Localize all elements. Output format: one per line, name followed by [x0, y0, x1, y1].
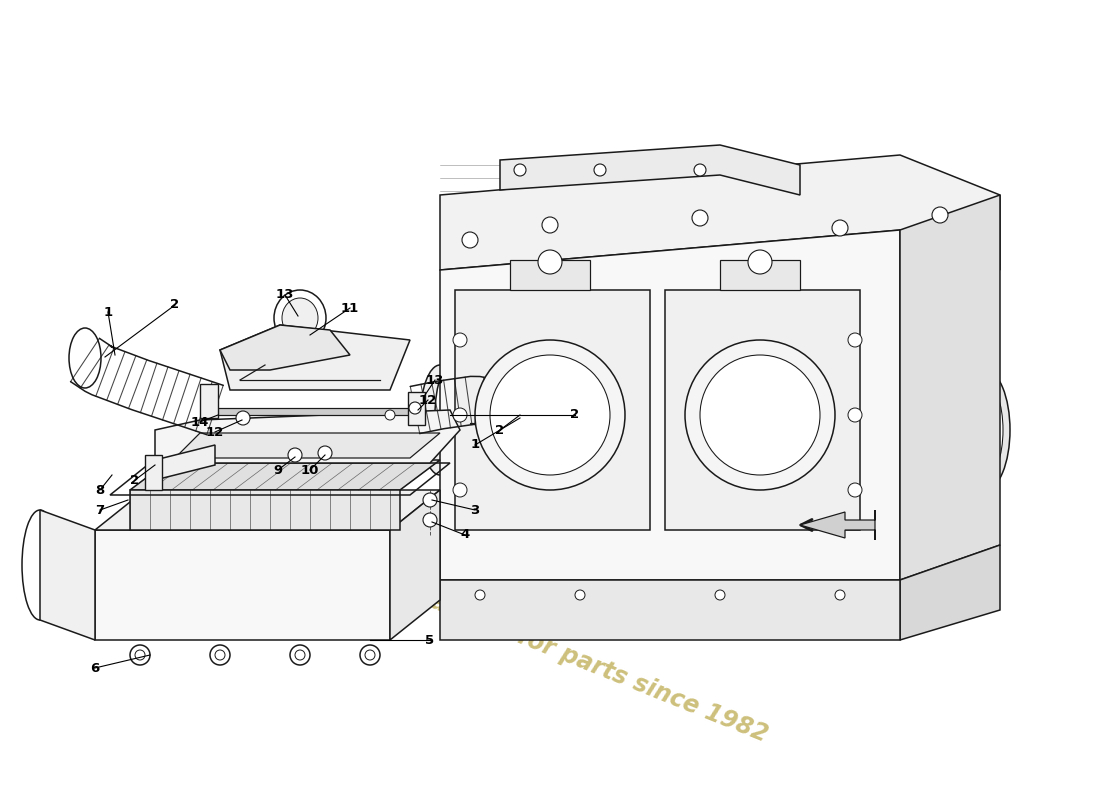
Circle shape: [288, 448, 302, 462]
Circle shape: [715, 590, 725, 600]
Circle shape: [424, 513, 437, 527]
Ellipse shape: [22, 510, 58, 620]
Circle shape: [514, 164, 526, 176]
Text: 2: 2: [131, 474, 140, 486]
Text: 1: 1: [103, 306, 112, 318]
Polygon shape: [155, 410, 460, 463]
Polygon shape: [200, 384, 218, 418]
Circle shape: [932, 207, 948, 223]
Polygon shape: [408, 392, 425, 425]
Circle shape: [832, 220, 848, 236]
Text: 2: 2: [571, 409, 580, 422]
Ellipse shape: [840, 360, 880, 470]
Polygon shape: [900, 545, 1000, 640]
Circle shape: [685, 340, 835, 490]
Polygon shape: [440, 155, 1000, 270]
Text: 5: 5: [426, 634, 434, 646]
Text: 8: 8: [96, 483, 104, 497]
Text: 14: 14: [190, 415, 209, 429]
Circle shape: [409, 402, 421, 414]
Ellipse shape: [69, 328, 101, 388]
Text: 11: 11: [341, 302, 359, 314]
Polygon shape: [155, 445, 214, 480]
Circle shape: [318, 446, 332, 460]
Ellipse shape: [967, 382, 1003, 478]
Polygon shape: [515, 390, 535, 430]
Polygon shape: [390, 490, 440, 640]
Circle shape: [748, 250, 772, 274]
Circle shape: [490, 355, 610, 475]
Circle shape: [848, 483, 862, 497]
Polygon shape: [800, 510, 874, 540]
Polygon shape: [720, 260, 800, 290]
Ellipse shape: [434, 360, 475, 470]
Polygon shape: [666, 290, 860, 530]
Text: 4: 4: [461, 529, 470, 542]
Circle shape: [594, 164, 606, 176]
Polygon shape: [440, 230, 900, 580]
Circle shape: [385, 410, 395, 420]
Circle shape: [700, 355, 820, 475]
Circle shape: [295, 650, 305, 660]
Ellipse shape: [274, 290, 326, 346]
Circle shape: [462, 232, 478, 248]
Ellipse shape: [960, 370, 1010, 490]
Text: 2: 2: [170, 298, 179, 311]
Text: 10: 10: [300, 463, 319, 477]
Ellipse shape: [420, 365, 460, 475]
Circle shape: [135, 650, 145, 660]
Polygon shape: [500, 145, 800, 195]
Text: 12: 12: [419, 394, 437, 406]
Polygon shape: [214, 408, 415, 415]
Polygon shape: [175, 433, 440, 458]
Circle shape: [130, 645, 150, 665]
Circle shape: [692, 210, 708, 226]
Circle shape: [694, 164, 706, 176]
Circle shape: [475, 590, 485, 600]
Polygon shape: [220, 325, 410, 390]
Polygon shape: [130, 490, 400, 530]
Circle shape: [848, 333, 862, 347]
Circle shape: [848, 408, 862, 422]
Circle shape: [538, 250, 562, 274]
Ellipse shape: [282, 298, 318, 338]
Text: 12: 12: [206, 426, 224, 438]
Circle shape: [214, 650, 225, 660]
Text: 9: 9: [274, 463, 283, 477]
Circle shape: [453, 483, 468, 497]
Circle shape: [453, 408, 468, 422]
Circle shape: [835, 590, 845, 600]
Circle shape: [475, 340, 625, 490]
Circle shape: [453, 333, 468, 347]
Polygon shape: [440, 580, 900, 640]
Circle shape: [365, 650, 375, 660]
Polygon shape: [900, 195, 1000, 580]
Circle shape: [290, 645, 310, 665]
Circle shape: [360, 645, 379, 665]
Polygon shape: [95, 530, 390, 640]
Text: 3: 3: [471, 503, 480, 517]
Circle shape: [575, 590, 585, 600]
Text: 13: 13: [276, 289, 294, 302]
Polygon shape: [455, 290, 650, 530]
Text: 2: 2: [495, 423, 505, 437]
Polygon shape: [145, 455, 162, 490]
Text: 13: 13: [426, 374, 444, 386]
Text: 7: 7: [96, 503, 104, 517]
Circle shape: [542, 217, 558, 233]
Circle shape: [210, 645, 230, 665]
Text: 1: 1: [471, 438, 480, 451]
Text: 6: 6: [90, 662, 100, 674]
Polygon shape: [95, 490, 440, 530]
Circle shape: [236, 411, 250, 425]
Polygon shape: [510, 260, 590, 290]
Polygon shape: [40, 510, 95, 640]
Polygon shape: [130, 460, 440, 490]
Text: a passion for parts since 1982: a passion for parts since 1982: [388, 574, 771, 746]
Circle shape: [424, 493, 437, 507]
Polygon shape: [220, 325, 350, 370]
